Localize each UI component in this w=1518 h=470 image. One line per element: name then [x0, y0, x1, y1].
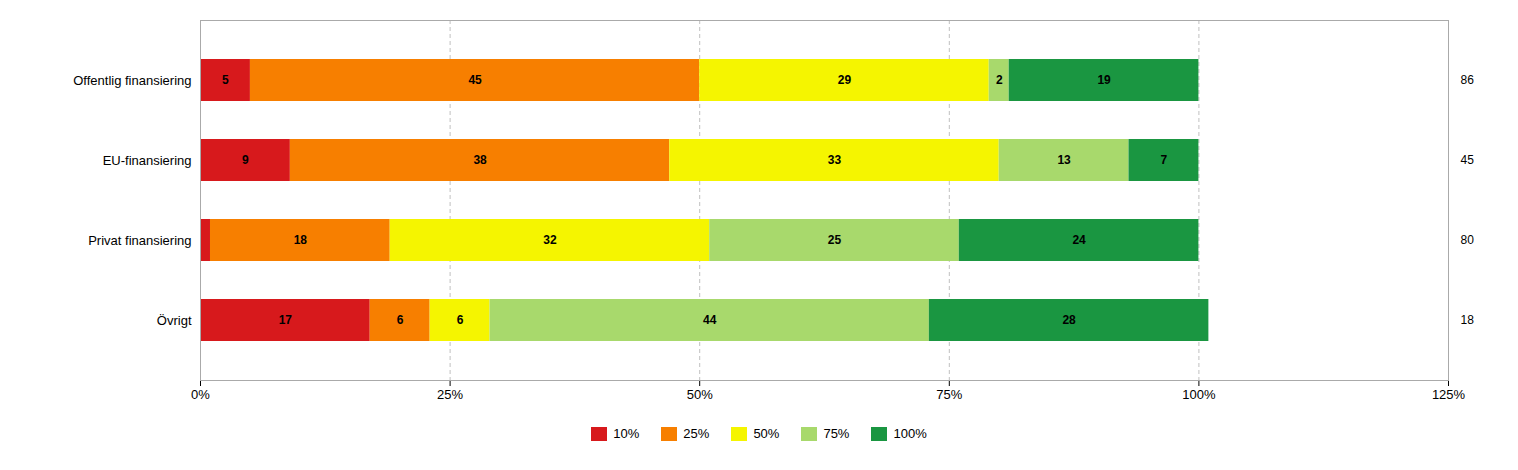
svg-text:18: 18: [294, 233, 308, 247]
svg-text:33: 33: [828, 153, 842, 167]
svg-text:45: 45: [468, 73, 482, 87]
svg-text:25%: 25%: [437, 387, 463, 402]
svg-text:6: 6: [457, 313, 464, 327]
svg-text:28: 28: [1062, 313, 1076, 327]
svg-text:125%: 125%: [1432, 387, 1466, 402]
svg-text:Övrigt: Övrigt: [157, 313, 192, 328]
svg-text:38: 38: [473, 153, 487, 167]
svg-text:18: 18: [1461, 313, 1475, 327]
svg-text:17: 17: [279, 313, 293, 327]
svg-text:0%: 0%: [191, 387, 210, 402]
html-text:100%: 100%: [893, 426, 927, 441]
svg-text:9: 9: [242, 153, 249, 167]
svg-text:32: 32: [543, 233, 557, 247]
svg-text:25: 25: [828, 233, 842, 247]
svg-text:EU-finansiering: EU-finansiering: [103, 153, 192, 168]
svg-text:5: 5: [222, 73, 229, 87]
svg-text:29: 29: [838, 73, 852, 87]
svg-text:75%: 75%: [936, 387, 962, 402]
svg-text:86: 86: [1461, 73, 1475, 87]
svg-text:19: 19: [1097, 73, 1111, 87]
html-text:10%: 10%: [613, 426, 640, 441]
svg-text:24: 24: [1072, 233, 1086, 247]
svg-text:44: 44: [703, 313, 717, 327]
svg-text:Privat finansiering: Privat finansiering: [88, 233, 191, 248]
svg-text:6: 6: [397, 313, 404, 327]
html-text:25%: 25%: [683, 426, 710, 441]
svg-text:45: 45: [1461, 153, 1475, 167]
svg-text:Offentlig finansiering: Offentlig finansiering: [73, 73, 191, 88]
svg-text:7: 7: [1161, 153, 1168, 167]
svg-text:80: 80: [1461, 233, 1475, 247]
svg-text:50%: 50%: [687, 387, 713, 402]
svg-text:2: 2: [996, 73, 1003, 87]
html-text:75%: 75%: [823, 426, 850, 441]
svg-text:100%: 100%: [1182, 387, 1216, 402]
svg-text:13: 13: [1057, 153, 1071, 167]
html-text:50%: 50%: [753, 426, 780, 441]
